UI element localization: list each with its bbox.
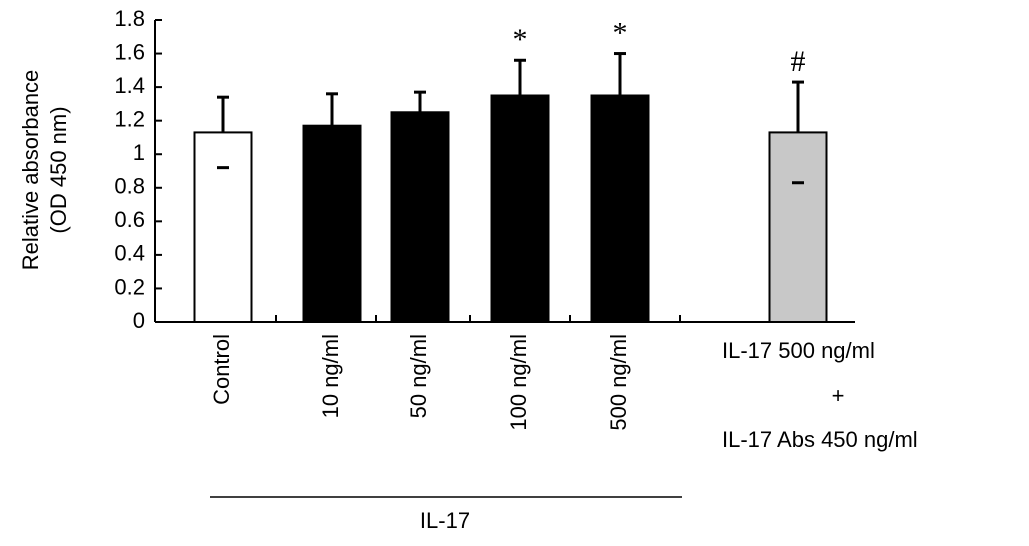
y-label-line: Relative absorbance <box>18 70 43 271</box>
x-tick-label: 50 ng/ml <box>406 334 431 418</box>
bar <box>302 124 362 323</box>
x-tick-label: IL-17 500 ng/ml <box>722 338 875 363</box>
group-label: IL-17 <box>420 508 470 533</box>
y-label-line: (OD 450 nm) <box>46 106 71 233</box>
y-tick-label: 0.6 <box>114 207 145 232</box>
bar <box>490 94 550 323</box>
x-tick-label: 500 ng/ml <box>606 334 631 431</box>
bar <box>768 131 828 323</box>
bar <box>590 94 650 323</box>
annotation: * <box>613 16 628 49</box>
annotation: * <box>513 23 528 56</box>
y-tick-label: 1 <box>133 140 145 165</box>
y-tick-label: 0.8 <box>114 174 145 199</box>
x-tick-label: 10 ng/ml <box>318 334 343 418</box>
x-tick-label: + <box>832 383 845 408</box>
y-tick-label: 0.2 <box>114 274 145 299</box>
y-tick-label: 1.6 <box>114 39 145 64</box>
annotation: # <box>791 45 806 78</box>
y-axis-label: Relative absorbance (OD 450 nm) <box>18 70 71 271</box>
y-tick-label: 1.2 <box>114 106 145 131</box>
y-tick-label: 0.4 <box>114 241 145 266</box>
y-tick-label: 0 <box>133 308 145 333</box>
x-tick-label: Control <box>209 334 234 405</box>
bar <box>390 111 450 324</box>
x-tick-label: 100 ng/ml <box>506 334 531 431</box>
y-tick-label: 1.4 <box>114 73 145 98</box>
bar <box>193 131 253 323</box>
y-tick-label: 1.8 <box>114 6 145 31</box>
x-tick-label: IL-17 Abs 450 ng/ml <box>722 427 918 452</box>
